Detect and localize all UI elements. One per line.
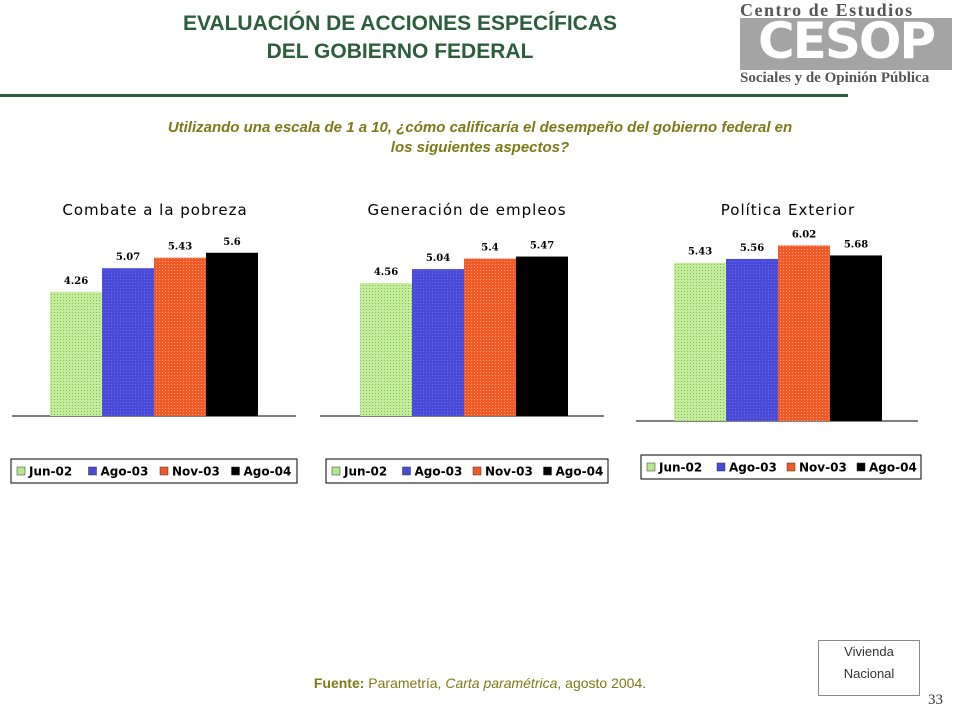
chart-2-bar-ago-03 (412, 269, 464, 416)
chart-3-legend-label-jun-02: Jun-02 (658, 461, 702, 475)
chart-3-legend-swatch-ago-04 (856, 462, 866, 472)
chart-1-bar-label-jun-02: 4.26 (64, 276, 88, 287)
source-publication: Carta paramétrica (445, 675, 558, 691)
title-line-2: DEL GOBIERNO FEDERAL (266, 40, 534, 63)
chart-1-legend-label-nov-03: Nov-03 (172, 465, 220, 479)
chart-2-legend-swatch-ago-04 (543, 466, 552, 476)
chart-2-legend-swatch-jun-02 (331, 466, 341, 476)
chart-1-bar-ago-03 (102, 268, 154, 416)
question-line-1: Utilizando una escala de 1 a 10, ¿cómo c… (167, 119, 793, 136)
chart-1-bar-jun-02 (50, 291, 102, 416)
chart-2-legend-swatch-ago-03 (402, 466, 411, 476)
chart-2-bar-nov-03 (464, 258, 516, 416)
chart-3-bar-nov-03 (778, 245, 830, 421)
chart-2-bar-label-ago-03: 5.04 (426, 253, 450, 264)
chart-3-legend (640, 454, 922, 480)
chart-3-legend-swatch-ago-03 (716, 462, 726, 472)
chart-1-bar-nov-03 (154, 257, 206, 416)
chart-1-title: Combate a la pobreza (62, 201, 247, 219)
chart-3-bar-label-jun-02: 5.43 (688, 247, 712, 258)
chart-1-legend-swatch-nov-03 (159, 466, 169, 476)
header-divider (0, 94, 848, 97)
chart-2-legend-label-nov-03: Nov-03 (485, 465, 533, 479)
chart-1-legend-label-ago-03: Ago-03 (101, 465, 149, 479)
chart-3-bar-ago-04 (830, 255, 882, 421)
chart-3-bar-jun-02 (674, 262, 726, 421)
chart-1-legend-swatch-jun-02 (16, 466, 26, 476)
chart-1-legend (10, 458, 298, 484)
chart-1-bar-label-nov-03: 5.43 (168, 242, 192, 253)
chart-1-legend-swatch-ago-03 (88, 466, 97, 476)
chart-2-legend-label-ago-03: Ago-03 (415, 465, 463, 479)
chart-3-title: Política Exterior (721, 201, 855, 219)
chart-3-legend-label-nov-03: Nov-03 (799, 461, 847, 475)
chart-2-legend-label-jun-02: Jun-02 (343, 465, 387, 479)
chart-2-bar-jun-02 (360, 283, 412, 416)
chart-2-legend-swatch-nov-03 (472, 466, 482, 476)
chart-2-legend (325, 458, 609, 484)
chart-3-bar-label-ago-04: 5.68 (844, 239, 868, 250)
chart-1-bar-label-ago-04: 5.6 (223, 237, 240, 248)
badge-line-1: Vivienda (844, 644, 894, 659)
source-note: Fuente: Parametría, Carta paramétrica, a… (0, 675, 960, 691)
chart-3-bar-label-nov-03: 6.02 (792, 230, 816, 241)
chart-3-bar-ago-03 (726, 258, 778, 421)
chart-3-legend-swatch-jun-02 (646, 462, 656, 472)
chart-3-legend-label-ago-04: Ago-04 (869, 461, 917, 475)
survey-question: Utilizando una escala de 1 a 10, ¿cómo c… (80, 118, 880, 158)
chart-2-bar-label-nov-03: 5.4 (481, 243, 498, 254)
source-pre: Parametría, (364, 675, 446, 691)
logo-mark: CESOP (740, 12, 952, 70)
chart-1-legend-label-ago-04: Ago-04 (244, 465, 292, 479)
source-post: , agosto 2004. (557, 675, 647, 691)
chart-2-bar-label-jun-02: 4.56 (374, 267, 398, 278)
chart-1-bar-ago-04 (206, 252, 258, 416)
cesop-logo: Centro de Estudios CESOP Sociales y de O… (736, 0, 954, 92)
chart-1-legend-swatch-ago-04 (231, 466, 240, 476)
title-line-1: EVALUACIÓN DE ACCIONES ESPECÍFICAS (182, 12, 618, 35)
sample-badge: Vivienda Nacional (818, 640, 920, 696)
chart-1-legend-label-jun-02: Jun-02 (28, 465, 72, 479)
source-label: Fuente: (313, 675, 365, 691)
chart-1-bar-label-ago-03: 5.07 (116, 252, 140, 263)
chart-2-bar-ago-04 (516, 256, 568, 416)
logo-bottom-text: Sociales y de Opinión Pública (740, 70, 930, 86)
chart-3-legend-swatch-nov-03 (786, 462, 796, 472)
logo-top-text: Centro de Estudios (740, 0, 914, 20)
chart-2-legend-label-ago-04: Ago-04 (556, 465, 604, 479)
chart-2-bar-label-ago-04: 5.47 (530, 241, 554, 252)
page-title: EVALUACIÓN DE ACCIONES ESPECÍFICAS DEL G… (100, 10, 700, 66)
page-number: 33 (928, 692, 943, 708)
chart-3-bar-label-ago-03: 5.56 (740, 243, 764, 254)
badge-line-2: Nacional (843, 666, 895, 681)
logo-mark-text: CESOP (757, 12, 936, 70)
chart-2-title: Generación de empleos (367, 201, 566, 219)
question-line-2: los siguientes aspectos? (390, 139, 570, 156)
chart-3-legend-label-ago-03: Ago-03 (729, 461, 777, 475)
